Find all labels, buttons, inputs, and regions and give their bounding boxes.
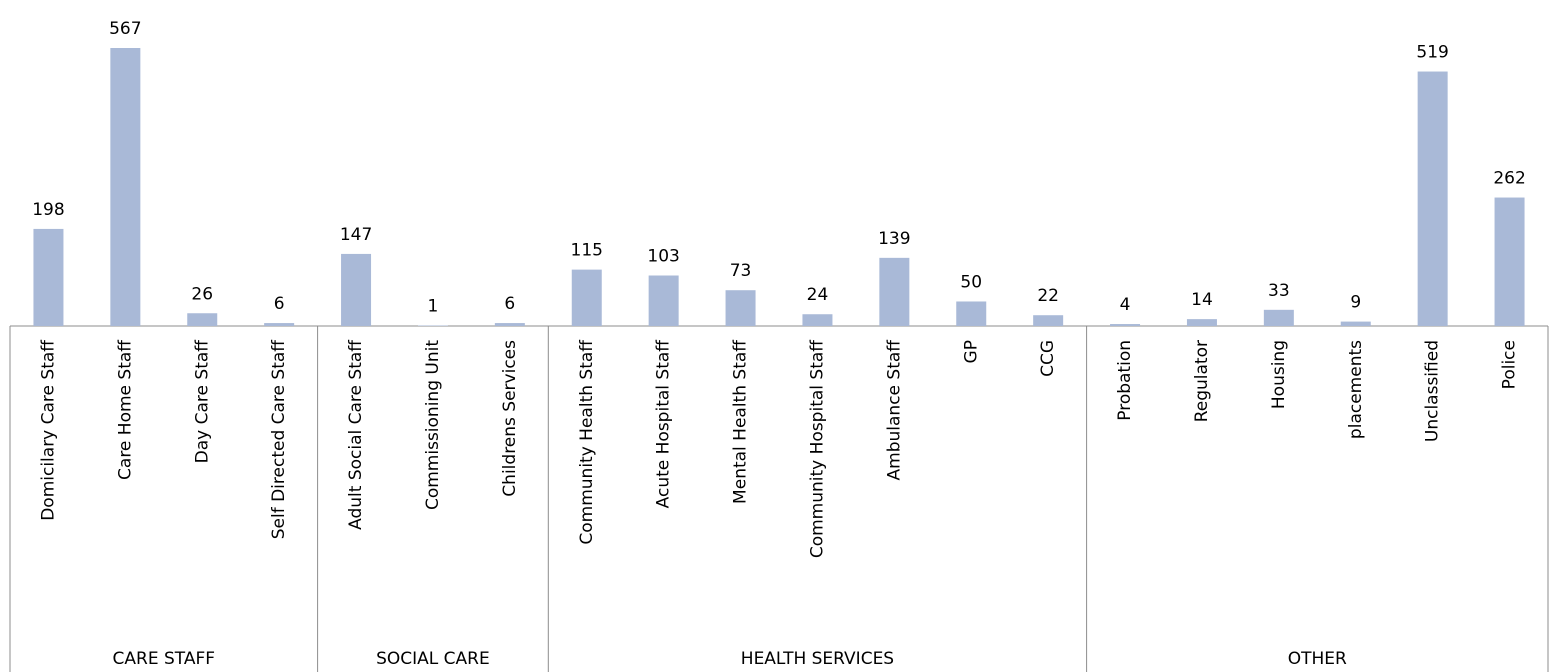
value-label: 26 [191, 284, 213, 304]
x-tick-label: Community Hospital Staff [807, 339, 827, 558]
value-label: 14 [1191, 290, 1213, 310]
x-tick-label: Adult Social Care Staff [346, 339, 366, 530]
x-tick-label: Self Directed Care Staff [269, 339, 289, 540]
value-label: 1 [428, 297, 439, 317]
bar [1186, 319, 1217, 326]
value-label: 147 [340, 225, 372, 245]
x-tick-label: Unclassified [1423, 340, 1443, 442]
bar [33, 228, 64, 326]
x-tick-label: Domicilary Care Staff [38, 339, 58, 521]
bar [1417, 71, 1448, 326]
x-tick-label: Regulator [1192, 340, 1212, 422]
x-tick-label: GP [961, 340, 981, 363]
x-tick-label: Ambulance Staff [884, 339, 904, 481]
bar [110, 48, 141, 326]
value-label: 73 [730, 261, 752, 281]
value-label: 115 [571, 241, 603, 261]
bar [1340, 321, 1371, 326]
x-tick-label: Mental Health Staff [731, 339, 751, 504]
value-label: 50 [960, 272, 982, 292]
group-label: HEALTH SERVICES [741, 649, 894, 669]
group-label: OTHER [1288, 649, 1347, 669]
bar [725, 290, 756, 326]
bar [1494, 197, 1525, 326]
x-tick-label: Police [1500, 340, 1520, 389]
value-label: 33 [1268, 281, 1290, 301]
value-label: 6 [274, 294, 285, 314]
value-label: 4 [1120, 295, 1131, 315]
bar [571, 269, 602, 326]
value-label: 6 [504, 294, 515, 314]
x-tick-label: Probation [1115, 340, 1135, 421]
x-tick-label: Day Care Staff [192, 339, 212, 464]
group-label: SOCIAL CARE [376, 649, 490, 669]
group-label: CARE STAFF [113, 649, 216, 669]
x-tick-label: Housing [1269, 340, 1289, 409]
value-label: 198 [32, 200, 64, 220]
bar [1033, 315, 1064, 326]
value-label: 519 [1416, 43, 1448, 63]
x-tick-label: Acute Hospital Staff [654, 339, 674, 509]
bar [341, 253, 372, 326]
x-tick-label: Childrens Services [500, 340, 520, 497]
x-tick-label: Care Home Staff [115, 339, 135, 480]
value-label: 139 [878, 229, 910, 249]
value-label: 22 [1037, 286, 1059, 306]
bar [264, 323, 295, 326]
bar [956, 301, 987, 326]
x-tick-label: placements [1346, 340, 1366, 439]
value-label: 103 [647, 246, 679, 266]
bar [648, 275, 679, 326]
value-label: 567 [109, 19, 141, 39]
bar [1263, 309, 1294, 326]
bar [187, 313, 218, 326]
bar [494, 323, 525, 326]
x-tick-label: CCG [1038, 340, 1058, 377]
bar [1110, 324, 1141, 326]
x-tick-label: Community Health Staff [577, 339, 597, 545]
value-label: 9 [1350, 293, 1361, 313]
bar [879, 257, 910, 326]
bar [802, 314, 833, 326]
value-label: 24 [807, 285, 829, 305]
value-label: 262 [1493, 169, 1525, 189]
x-tick-label: Commissioning Unit [423, 340, 443, 510]
